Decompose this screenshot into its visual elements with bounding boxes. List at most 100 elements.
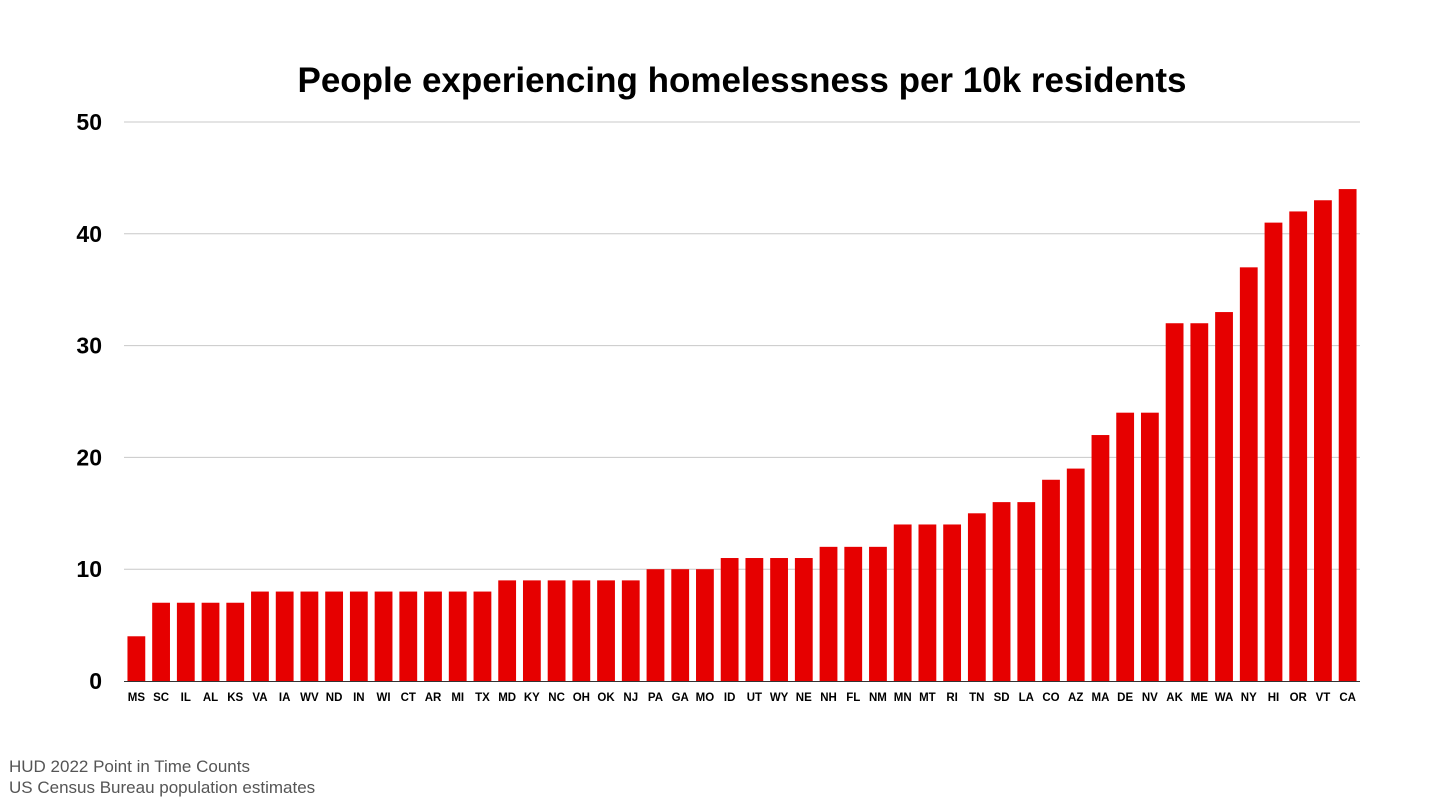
x-tick-label-nh: NH	[820, 692, 837, 704]
bar-ri	[943, 524, 962, 681]
y-tick-label: 50	[76, 109, 102, 135]
x-tick-label-nc: NC	[548, 692, 565, 704]
x-tick-label-ok: OK	[597, 692, 615, 704]
x-tick-label-me: ME	[1191, 692, 1209, 704]
bars	[127, 189, 1357, 681]
bar-fl	[844, 546, 863, 681]
x-tick-label-wa: WA	[1215, 692, 1234, 704]
x-tick-label-la: LA	[1019, 692, 1034, 704]
x-tick-label-ny: NY	[1241, 692, 1257, 704]
x-tick-label-co: CO	[1042, 692, 1059, 704]
bar-ar	[424, 591, 442, 681]
x-tick-label-ga: GA	[672, 692, 689, 704]
bar-va	[251, 591, 269, 681]
x-tick-label-ak: AK	[1166, 692, 1183, 704]
x-tick-label-ne: NE	[796, 692, 812, 704]
x-tick-label-tn: TN	[969, 692, 984, 704]
bar-ga	[671, 569, 690, 681]
x-tick-label-mn: MN	[894, 692, 912, 704]
bar-nc	[547, 580, 566, 681]
x-tick-label-md: MD	[498, 692, 516, 704]
bar-de	[1116, 412, 1135, 681]
x-tick-label-ma: MA	[1091, 692, 1109, 704]
y-tick-label: 30	[76, 333, 102, 359]
x-tick-label-ca: CA	[1339, 692, 1356, 704]
bar-il	[176, 602, 195, 681]
bar-ks	[226, 602, 245, 681]
bar-az	[1066, 468, 1085, 681]
x-tick-label-de: DE	[1117, 692, 1133, 704]
bar-in	[349, 591, 368, 681]
bar-ms	[127, 636, 146, 681]
bar-md	[498, 580, 517, 681]
bar-ia	[275, 591, 294, 681]
x-tick-label-ct: CT	[401, 692, 416, 704]
x-tick-label-pa: PA	[648, 692, 663, 704]
x-tick-label-hi: HI	[1268, 692, 1280, 704]
bar-oh	[572, 580, 591, 681]
bar-nv	[1140, 412, 1159, 681]
bar-pa	[646, 569, 665, 681]
x-tick-label-ms: MS	[128, 692, 146, 704]
bar-mn	[893, 524, 912, 681]
x-tick-label-ks: KS	[227, 692, 243, 704]
x-tick-label-ky: KY	[524, 692, 540, 704]
x-tick-label-sc: SC	[153, 692, 169, 704]
bar-mo	[696, 569, 714, 681]
x-tick-label-az: AZ	[1068, 692, 1083, 704]
x-tick-label-mt: MT	[919, 692, 936, 704]
bar-ct	[399, 591, 418, 681]
bar-ky	[522, 580, 541, 681]
bar-nm	[869, 546, 887, 681]
bar-la	[1017, 502, 1036, 681]
x-tick-label-oh: OH	[573, 692, 590, 704]
bar-ok	[597, 580, 615, 681]
bar-wv	[300, 591, 319, 681]
x-tick-label-ri: RI	[946, 692, 958, 704]
x-tick-label-tx: TX	[475, 692, 490, 704]
bar-vt	[1314, 200, 1332, 681]
x-tick-label-nm: NM	[869, 692, 887, 704]
x-tick-label-va: VA	[252, 692, 267, 704]
bar-ma	[1091, 435, 1110, 681]
y-tick-label: 20	[76, 444, 102, 470]
bar-ut	[745, 558, 764, 681]
bar-id	[720, 558, 739, 681]
x-tick-label-nd: ND	[326, 692, 343, 704]
bar-sd	[992, 502, 1011, 681]
bar-or	[1289, 211, 1308, 681]
bar-sc	[152, 602, 170, 681]
y-tick-label: 40	[76, 221, 102, 247]
x-tick-label-nv: NV	[1142, 692, 1158, 704]
bar-wa	[1215, 312, 1233, 681]
x-tick-label-mi: MI	[451, 692, 464, 704]
bar-nh	[819, 546, 838, 681]
bar-wy	[770, 558, 788, 681]
bar-nd	[325, 591, 344, 681]
x-tick-label-wv: WV	[300, 692, 319, 704]
x-tick-label-sd: SD	[994, 692, 1010, 704]
x-tick-label-fl: FL	[846, 692, 860, 704]
bar-nj	[621, 580, 640, 681]
bar-wi	[374, 591, 393, 681]
bar-tn	[967, 513, 986, 681]
y-tick-label: 0	[89, 668, 102, 694]
bar-ak	[1165, 323, 1184, 681]
x-tick-label-id: ID	[724, 692, 736, 704]
bar-mt	[918, 524, 937, 681]
x-tick-label-il: IL	[181, 692, 191, 704]
x-tick-label-wy: WY	[770, 692, 789, 704]
bar-ca	[1338, 189, 1357, 681]
x-tick-label-in: IN	[353, 692, 365, 704]
bar-co	[1042, 479, 1060, 681]
x-tick-label-mo: MO	[696, 692, 715, 704]
source-note-hud: HUD 2022 Point in Time Counts	[9, 757, 250, 776]
x-tick-label-nj: NJ	[623, 692, 638, 704]
bar-hi	[1264, 222, 1283, 681]
bar-al	[201, 602, 220, 681]
bar-ny	[1239, 267, 1258, 681]
bar-tx	[473, 591, 492, 681]
chart-title: People experiencing homelessness per 10k…	[297, 61, 1186, 100]
bar-mi	[448, 591, 467, 681]
